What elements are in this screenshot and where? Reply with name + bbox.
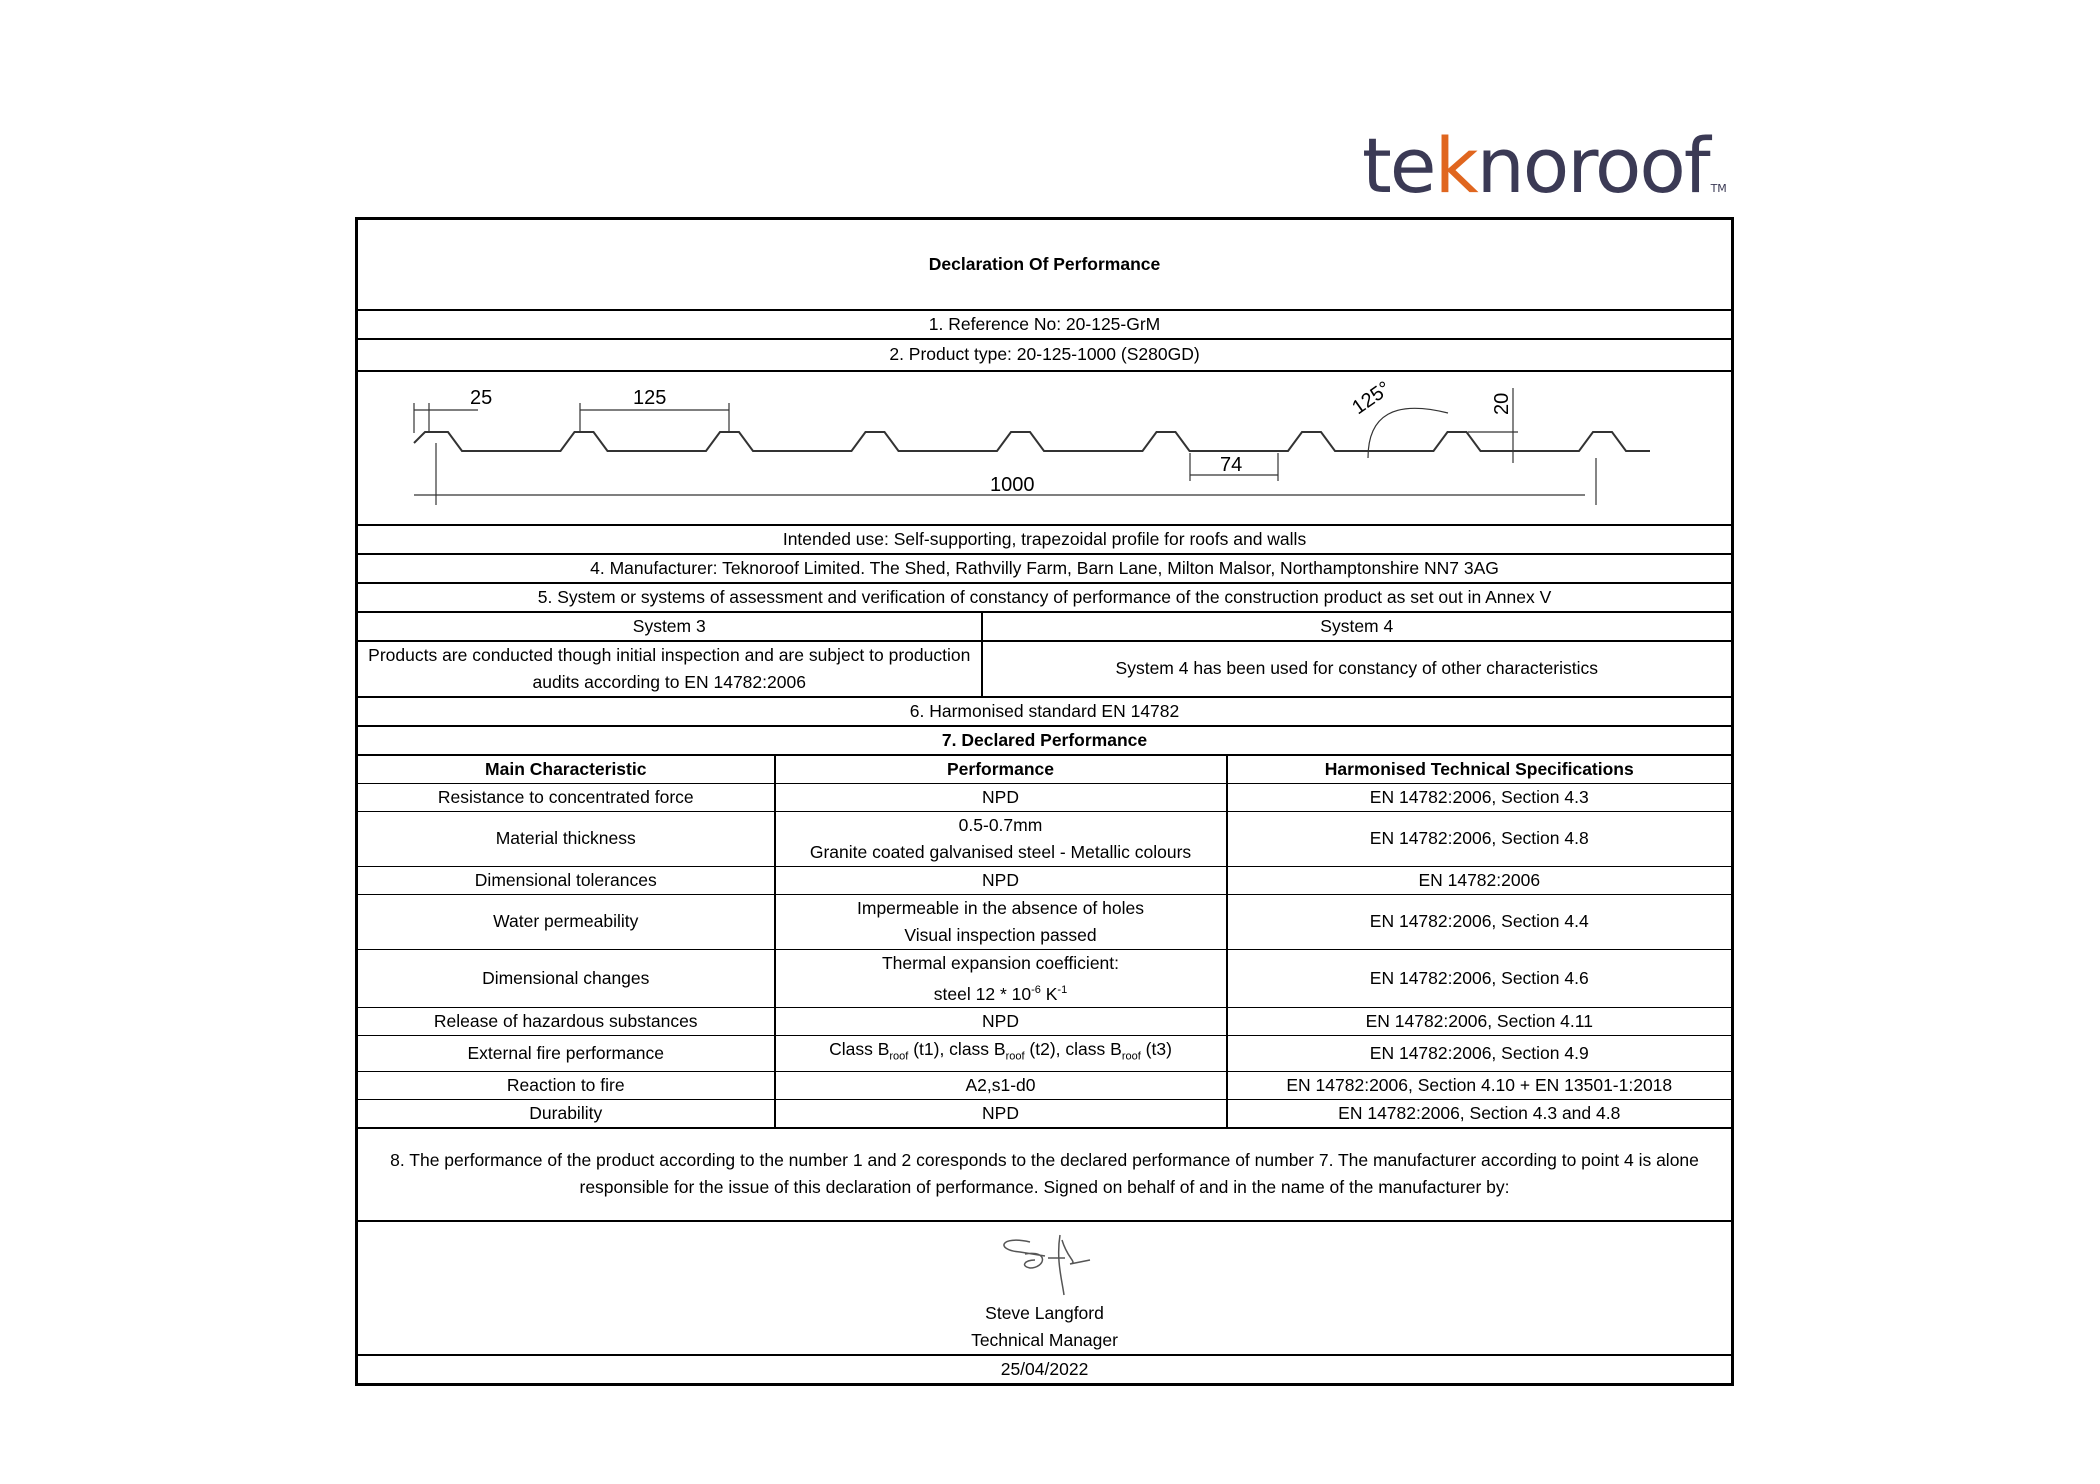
performance-cell: A2,s1-d0 (773, 1070, 1228, 1100)
performance-line: steel 12 * 10-6 K-1 (933, 983, 1068, 1004)
spec-cell: EN 14782:2006, Section 4.4 (1225, 893, 1734, 950)
table-row: Dimensional tolerances NPD EN 14782:2006 (355, 865, 1734, 895)
characteristic-cell: External fire performance (355, 1035, 776, 1072)
characteristic-cell: Water permeability (355, 893, 776, 950)
signature-date: 25/04/2022 (355, 1353, 1734, 1386)
spec-cell: EN 14782:2006 (1225, 865, 1734, 895)
performance-cell: NPD (773, 865, 1228, 895)
column-header-characteristic: Main Characteristic (355, 754, 776, 784)
product-type: 2. Product type: 20-125-1000 (S280GD) (355, 337, 1734, 372)
performance-line: Thermal expansion coefficient: (881, 952, 1120, 973)
table-row: Water permeability Impermeable in the abs… (355, 893, 1734, 950)
spec-cell: EN 14782:2006, Section 4.11 (1225, 1007, 1734, 1037)
spec-cell: EN 14782:2006, Section 4.3 and 4.8 (1225, 1098, 1734, 1129)
dim-74-label: 74 (1220, 454, 1242, 476)
spec-cell: EN 14782:2006, Section 4.6 (1225, 948, 1734, 1009)
spec-cell: EN 14782:2006, Section 4.9 (1225, 1035, 1734, 1072)
signatory-name: Steve Langford (985, 1302, 1104, 1323)
performance-line: Visual inspection passed (904, 924, 1097, 945)
performance-cell: 0.5-0.7mm Granite coated galvanised steel… (773, 810, 1228, 867)
intended-use: Intended use: Self-supporting, trapezoid… (355, 523, 1734, 555)
column-header-performance: Performance (773, 754, 1228, 784)
profile-diagram: 25 125 1000 74 125° 20 (355, 369, 1734, 526)
manufacturer: 4. Manufacturer: Teknoroof Limited. The … (355, 552, 1734, 584)
trapezoidal-profile-drawing: 25 125 1000 74 125° 20 (413, 377, 1650, 505)
systems-heading: 5. System or systems of assessment and v… (355, 581, 1734, 613)
characteristic-cell: Dimensional tolerances (355, 865, 776, 895)
performance-cell: NPD (773, 1007, 1228, 1037)
characteristic-cell: Resistance to concentrated force (355, 782, 776, 812)
table-row: External fire performance Class Broof (t1… (355, 1035, 1734, 1072)
table-row: Material thickness 0.5-0.7mm Granite coate… (355, 810, 1734, 867)
harmonised-standard: 6. Harmonised standard EN 14782 (355, 695, 1734, 727)
reference-number: 1. Reference No: 20-125-GrM (355, 308, 1734, 340)
dim-125-label: 125 (633, 387, 666, 409)
characteristic-cell: Dimensional changes (355, 948, 776, 1009)
dimension-lines (413, 387, 1597, 505)
dim-25-label: 25 (470, 387, 492, 409)
performance-cell: Thermal expansion coefficient: steel 12 *… (773, 948, 1228, 1009)
declaration-statement: 8. The performance of the product accord… (355, 1126, 1734, 1222)
table-row: Release of hazardous substances NPD EN 147… (355, 1007, 1734, 1037)
dim-20-label: 20 (1491, 392, 1513, 414)
table-row: Dimensional changes Thermal expansion coe… (355, 948, 1734, 1009)
characteristic-cell: Durability (355, 1098, 776, 1129)
signatory-role: Technical Manager (971, 1329, 1118, 1350)
declared-performance-heading: 7. Declared Performance (355, 724, 1734, 756)
performance-cell: NPD (773, 1098, 1228, 1129)
signature-image (1002, 1234, 1090, 1295)
system4-text: System 4 has been used for constancy of … (980, 639, 1734, 698)
performance-cell: NPD (773, 782, 1228, 812)
characteristic-cell: Release of hazardous substances (355, 1007, 776, 1037)
spec-cell: EN 14782:2006, Section 4.8 (1225, 810, 1734, 867)
characteristic-cell: Reaction to fire (355, 1070, 776, 1100)
table-row: Resistance to concentrated force NPD EN 14… (355, 782, 1734, 812)
declaration-table: Declaration Of Performance 1. Reference … (355, 217, 1735, 1386)
performance-line: Impermeable in the absence of holes (857, 897, 1144, 918)
system3-text: Products are conducted though initial in… (355, 639, 983, 698)
performance-cell: Class Broof (t1), class Broof (t2), clas… (773, 1035, 1228, 1072)
profile-outline (413, 430, 1650, 452)
signature-block: Steve Langford Technical Manager (355, 1219, 1734, 1356)
table-row: Reaction to fire A2,s1-d0 EN 14782:2006, S… (355, 1070, 1734, 1100)
characteristic-cell: Material thickness (355, 810, 776, 867)
system3-label: System 3 (355, 610, 983, 642)
system4-label: System 4 (980, 610, 1734, 642)
teknoroof-logo: teknoroof TM (1362, 121, 1727, 210)
table-row: Durability NPD EN 14782:2006, Section 4.3 … (355, 1098, 1734, 1129)
dim-1000-label: 1000 (990, 474, 1035, 496)
column-header-spec: Harmonised Technical Specifications (1225, 754, 1734, 784)
performance-line: 0.5-0.7mm (958, 814, 1043, 835)
performance-line: Granite coated galvanised steel - Metall… (809, 841, 1192, 862)
spec-cell: EN 14782:2006, Section 4.10 + EN 13501-1… (1225, 1070, 1734, 1100)
angle-label: 125° (1348, 377, 1395, 419)
performance-cell: Impermeable in the absence of holes Visua… (773, 893, 1228, 950)
spec-cell: EN 14782:2006, Section 4.3 (1225, 782, 1734, 812)
document-title: Declaration Of Performance (355, 217, 1734, 311)
